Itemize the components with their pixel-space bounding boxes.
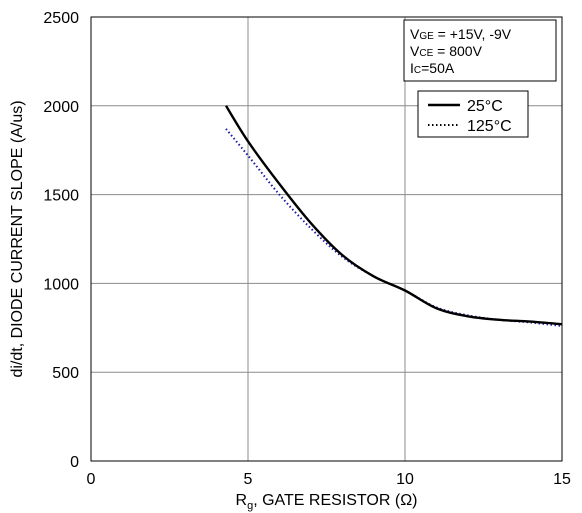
x-axis-label-sub: g bbox=[247, 500, 253, 512]
y-tick-label: 1500 bbox=[43, 188, 79, 205]
x-tick-label: 5 bbox=[244, 471, 253, 488]
y-tick-label: 2500 bbox=[43, 10, 79, 27]
x-tick-label: 15 bbox=[553, 471, 571, 488]
tick-labels: 0 5 10 15 0 500 1000 1500 2000 2500 bbox=[43, 10, 571, 488]
y-tick-label: 0 bbox=[70, 454, 79, 471]
y-tick-label: 1000 bbox=[43, 276, 79, 293]
series-line-25c bbox=[224, 105, 563, 326]
x-tick-label: 10 bbox=[396, 471, 414, 488]
plot-frame bbox=[90, 16, 563, 462]
legend-label-125c: 125°C bbox=[467, 118, 512, 135]
x-axis-label: Rg, GATE RESISTOR (Ω) bbox=[236, 492, 418, 512]
series-line-125c bbox=[225, 128, 563, 328]
grid bbox=[91, 17, 562, 461]
y-tick-label: 2000 bbox=[43, 99, 79, 116]
y-axis-label: di/dt, DIODE CURRENT SLOPE (A/us) bbox=[9, 100, 26, 377]
legend-label-25c: 25°C bbox=[467, 98, 503, 115]
conditions-box-frame bbox=[403, 19, 557, 82]
legend-frame bbox=[417, 90, 529, 138]
condition-vge: VGE = +15V, -9V bbox=[410, 26, 512, 42]
series-layer bbox=[224, 105, 563, 328]
x-axis-label-rest: , GATE RESISTOR (Ω) bbox=[253, 492, 417, 509]
condition-vce: VCE = 800V bbox=[410, 43, 483, 59]
x-tick-label: 0 bbox=[87, 471, 96, 488]
legend: 25°C 125°C bbox=[417, 90, 529, 138]
condition-ic: IC=50A bbox=[410, 60, 455, 76]
conditions-box: VGE = +15V, -9V VCE = 800V IC=50A bbox=[403, 19, 557, 82]
y-tick-label: 500 bbox=[52, 365, 79, 382]
x-axis-label-main: R bbox=[236, 492, 248, 509]
